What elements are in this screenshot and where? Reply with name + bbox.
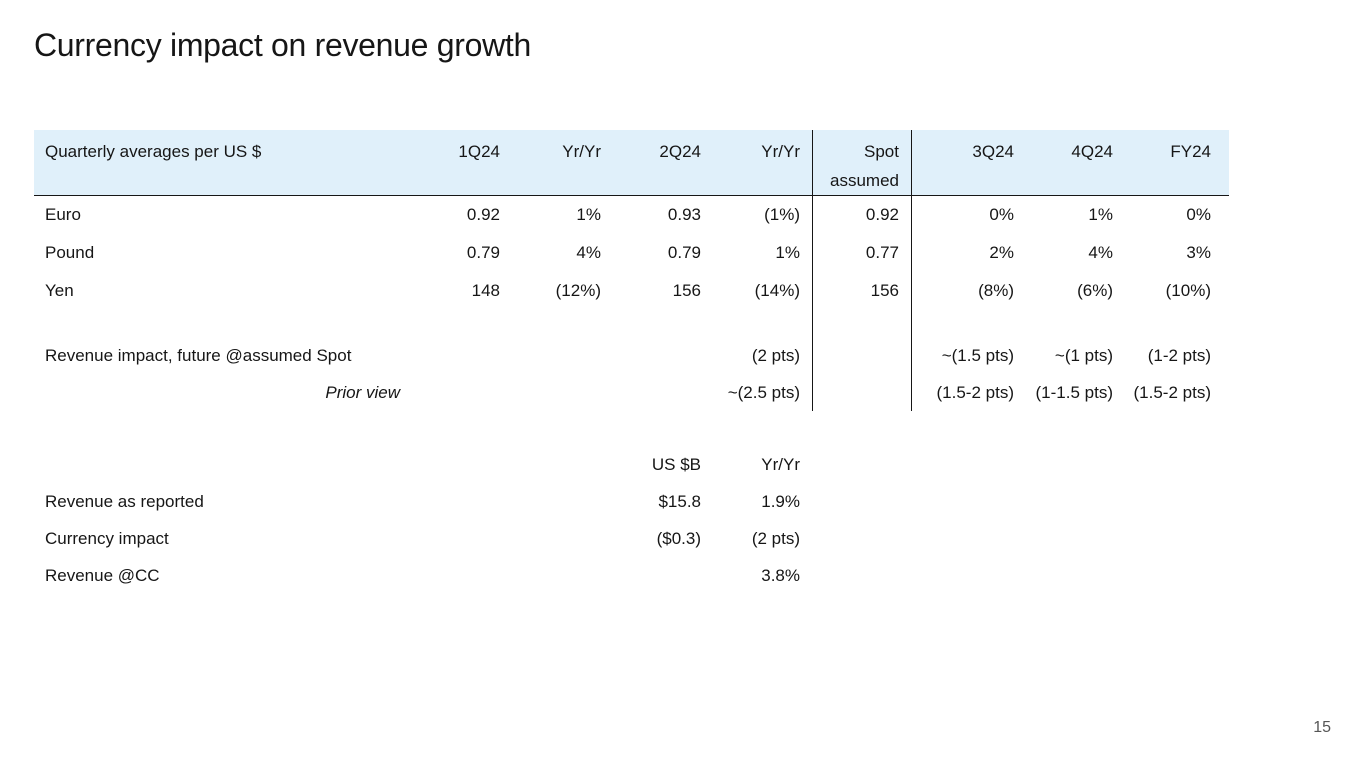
row-label: Euro bbox=[45, 205, 81, 224]
header-spot-line2: assumed bbox=[830, 171, 899, 190]
row-label: Revenue as reported bbox=[45, 491, 204, 511]
cell-4q24: (1-1.5 pts) bbox=[1035, 383, 1113, 402]
cell-4q24: ~(1 pts) bbox=[1054, 346, 1113, 365]
cell-fy24: 3% bbox=[1186, 243, 1211, 262]
cell-4q24: 4% bbox=[1088, 243, 1113, 262]
table-row-pound: Pound 0.79 4% 0.79 1% 0.77 2% 4% 3% bbox=[34, 234, 1229, 272]
cell-yryr2: (2 pts) bbox=[751, 346, 800, 365]
spacer-row bbox=[34, 310, 1229, 337]
header-fy24: FY24 bbox=[1170, 142, 1211, 161]
cell-2q24: 0.79 bbox=[667, 243, 701, 262]
cell-fy24: (1.5-2 pts) bbox=[1133, 383, 1211, 402]
column-divider-spot-right bbox=[911, 130, 912, 411]
summary-row-currency-impact: Currency impact ($0.3) (2 pts) bbox=[34, 520, 846, 557]
header-2q24: 2Q24 bbox=[659, 142, 701, 161]
cell-3q24: 2% bbox=[989, 243, 1014, 262]
row-label: Prior view bbox=[325, 383, 400, 402]
cell-yryr1: (12%) bbox=[555, 281, 601, 300]
cell-3q24: (1.5-2 pts) bbox=[936, 383, 1014, 402]
cell-yr: 1.9% bbox=[761, 491, 800, 511]
cell-usd: $15.8 bbox=[658, 491, 701, 511]
cell-2q24: 156 bbox=[672, 281, 701, 300]
cell-spot: 156 bbox=[870, 281, 899, 300]
cell-2q24: 0.93 bbox=[667, 205, 701, 224]
page-title: Currency impact on revenue growth bbox=[34, 27, 532, 63]
cell-yr: (2 pts) bbox=[751, 528, 800, 548]
cell-yryr2: (14%) bbox=[754, 281, 800, 300]
cell-yryr1: 4% bbox=[576, 243, 601, 262]
summary-header-yr: Yr/Yr bbox=[761, 454, 800, 474]
header-4q24: 4Q24 bbox=[1071, 142, 1113, 161]
summary-header-row: US $B Yr/Yr bbox=[34, 446, 846, 483]
row-label: Pound bbox=[45, 243, 95, 262]
summary-header-usd: US $B bbox=[651, 454, 701, 474]
cell-empty bbox=[1211, 130, 1229, 137]
cell-yryr2: 1% bbox=[775, 243, 800, 262]
row-label: Currency impact bbox=[45, 528, 169, 548]
summary-table: US $B Yr/Yr Revenue as reported $15.8 1.… bbox=[34, 446, 846, 594]
header-label: Quarterly averages per US $ bbox=[45, 142, 262, 161]
currency-table-header: Quarterly averages per US $ 1Q24 Yr/Yr 2… bbox=[34, 130, 1229, 196]
header-3q24: 3Q24 bbox=[972, 142, 1014, 161]
row-label: Yen bbox=[45, 281, 74, 300]
column-divider-spot-left bbox=[812, 130, 813, 411]
cell-4q24: (6%) bbox=[1077, 281, 1113, 300]
cell-4q24: 1% bbox=[1088, 205, 1113, 224]
cell-yr: 3.8% bbox=[761, 565, 800, 585]
header-yryr-1: Yr/Yr bbox=[562, 142, 601, 161]
cell-yryr1: 1% bbox=[576, 205, 601, 224]
table-row-prior-view: Prior view ~(2.5 pts) (1.5-2 pts) (1-1.5… bbox=[34, 375, 1229, 411]
row-label: Revenue impact, future @assumed Spot bbox=[45, 346, 352, 365]
cell-3q24: (8%) bbox=[978, 281, 1014, 300]
header-yryr-2: Yr/Yr bbox=[761, 142, 800, 161]
table-row-euro: Euro 0.92 1% 0.93 (1%) 0.92 0% 1% 0% bbox=[34, 196, 1229, 234]
cell-1q24: 0.92 bbox=[466, 205, 500, 224]
cell-yryr2: (1%) bbox=[764, 205, 800, 224]
summary-row-revenue-as-reported: Revenue as reported $15.8 1.9% bbox=[34, 483, 846, 520]
table-row-yen: Yen 148 (12%) 156 (14%) 156 (8%) (6%) (1… bbox=[34, 272, 1229, 310]
cell-usd: ($0.3) bbox=[656, 528, 701, 548]
cell-3q24: 0% bbox=[989, 205, 1014, 224]
summary-row-revenue-at-cc: Revenue @CC 3.8% bbox=[34, 557, 846, 594]
cell-fy24: (10%) bbox=[1165, 281, 1211, 300]
header-1q24: 1Q24 bbox=[458, 142, 500, 161]
header-spot-line1: Spot bbox=[864, 142, 899, 161]
cell-1q24: 148 bbox=[471, 281, 500, 300]
row-label: Revenue @CC bbox=[45, 565, 160, 585]
page-number: 15 bbox=[1313, 719, 1331, 736]
cell-yryr2: ~(2.5 pts) bbox=[727, 383, 800, 402]
cell-fy24: (1-2 pts) bbox=[1147, 346, 1211, 365]
table-row-revenue-impact: Revenue impact, future @assumed Spot (2 … bbox=[34, 337, 1229, 375]
header-spot-assumed: Spot assumed bbox=[812, 130, 911, 195]
currency-table: Quarterly averages per US $ 1Q24 Yr/Yr 2… bbox=[34, 130, 1229, 411]
cell-spot: 0.92 bbox=[865, 205, 899, 224]
cell-fy24: 0% bbox=[1186, 205, 1211, 224]
cell-3q24: ~(1.5 pts) bbox=[941, 346, 1014, 365]
cell-1q24: 0.79 bbox=[466, 243, 500, 262]
cell-spot: 0.77 bbox=[865, 243, 899, 262]
